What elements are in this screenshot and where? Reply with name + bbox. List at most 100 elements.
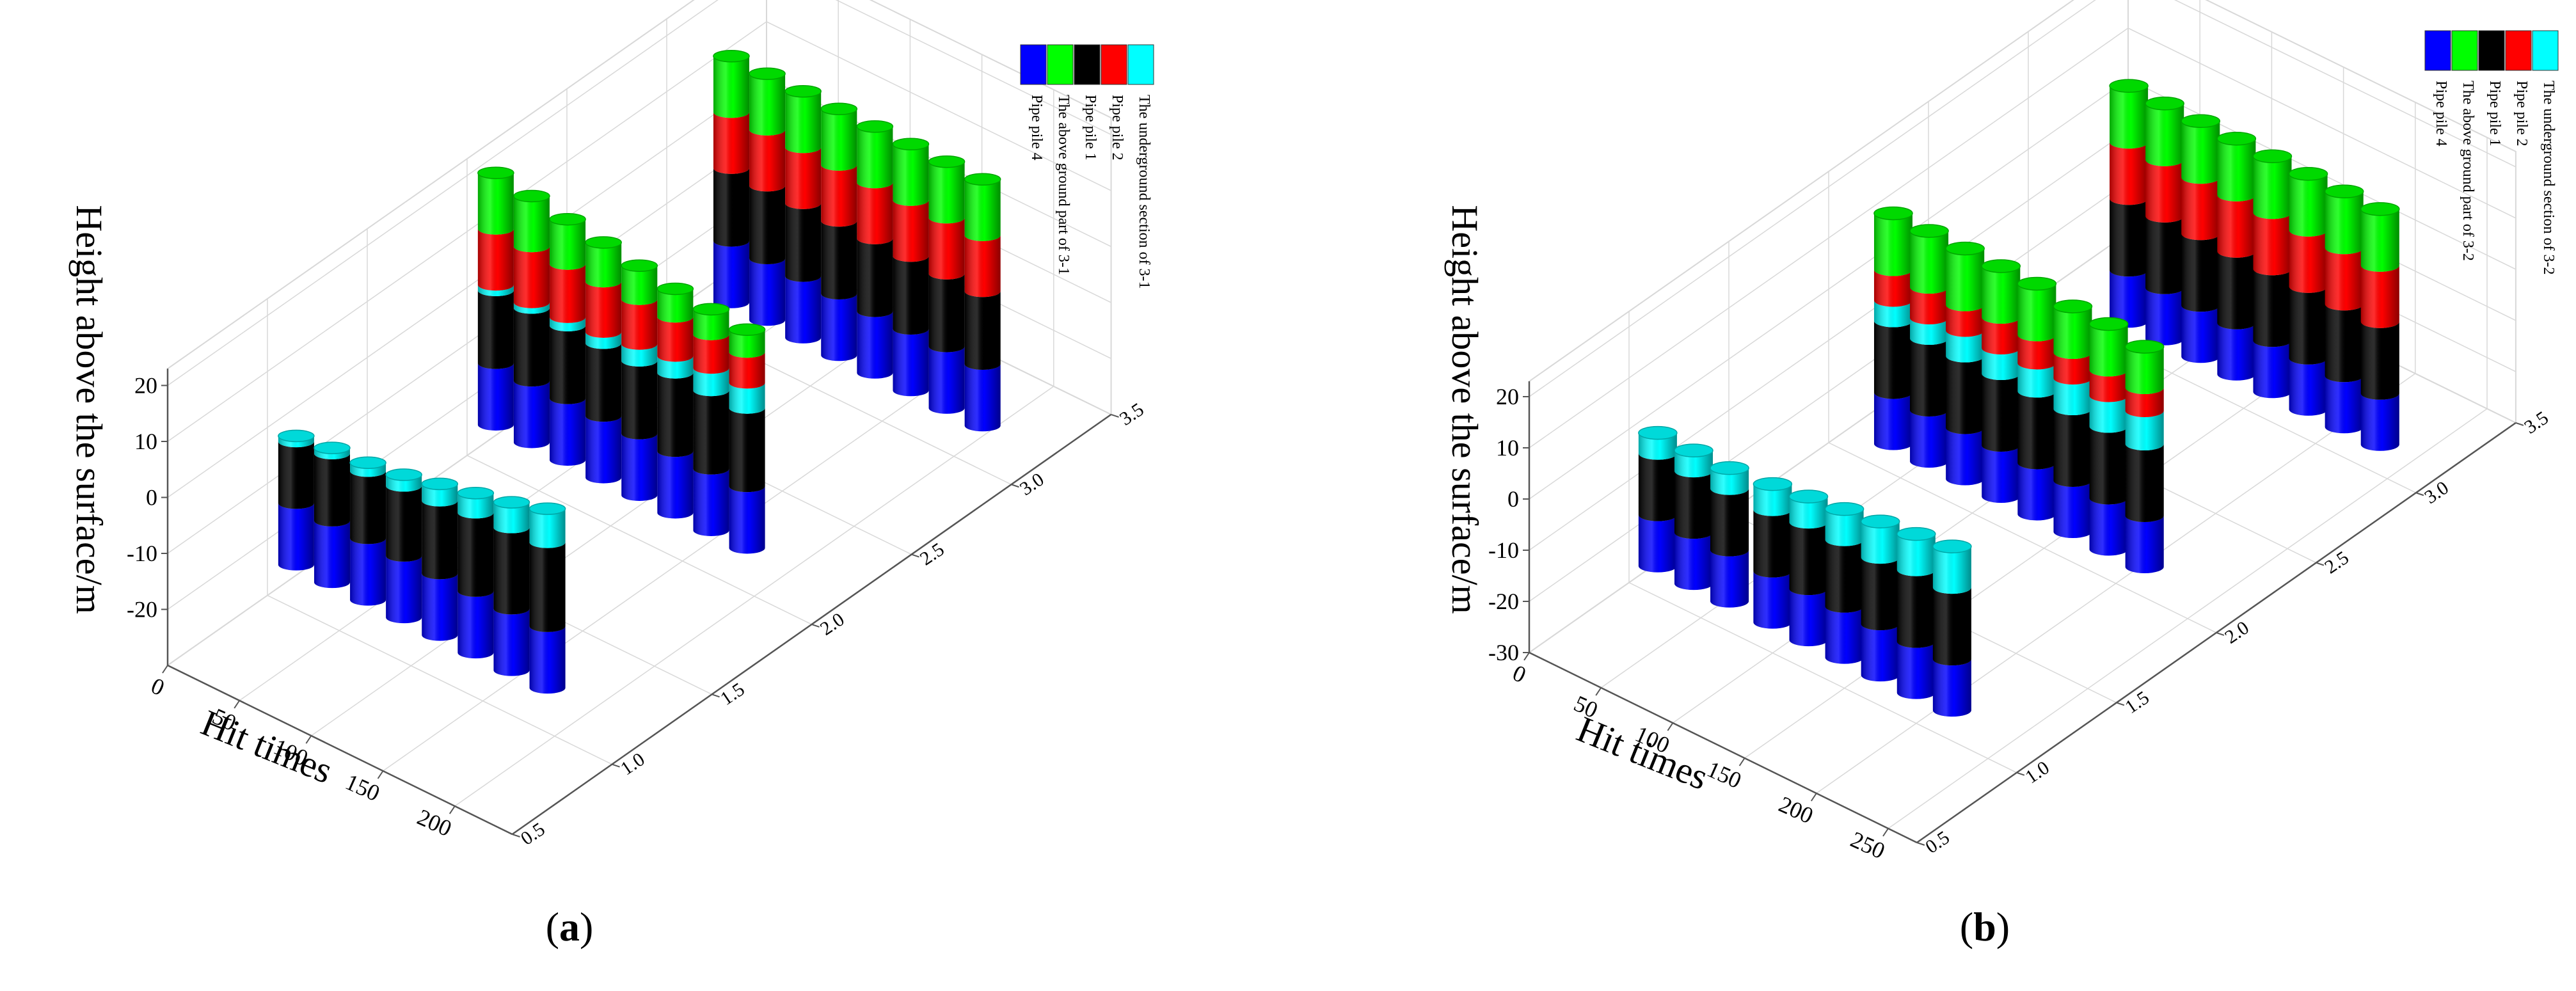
pile-segment-shading [2110, 198, 2149, 277]
z-tick-label: 3.5 [2520, 407, 2552, 438]
legend-swatch [2451, 30, 2478, 71]
pile-segment-shading [2089, 324, 2128, 377]
pile-column [1932, 539, 1972, 717]
pile-segment-shading [1825, 539, 1864, 613]
pile-segment-shading [1932, 659, 1971, 717]
pile-segment-shading [1946, 356, 1985, 434]
panel-label-open-paren: ( [546, 904, 559, 949]
legend-label: Pipe pile 4 [2433, 81, 2449, 147]
pile-segment-shading [1982, 373, 2021, 452]
legend-swatch [1020, 44, 1047, 85]
pile-top-cap [2324, 184, 2364, 198]
pile-segment-shading [477, 363, 514, 431]
pile-column [621, 259, 658, 501]
pile-column [314, 441, 351, 589]
pile-segment-shading [729, 329, 765, 358]
pile-column [1674, 443, 1713, 591]
pile-segment-shading [693, 468, 729, 536]
pile-segment-shading [693, 309, 729, 340]
pile-column [2109, 79, 2149, 328]
pile-column [1710, 461, 1749, 608]
pile-segment-shading [493, 527, 530, 615]
x-tick [162, 665, 168, 674]
pile-segment-shading [529, 509, 566, 548]
pile-top-cap [2053, 299, 2093, 313]
pile-segment-shading [857, 182, 893, 244]
pile-segment-shading [2360, 265, 2399, 328]
y-tick-label: 0 [1507, 486, 1519, 512]
pile-top-cap [513, 189, 550, 203]
pile-segment-shading [1982, 317, 2021, 354]
z-gridline [466, 159, 812, 625]
z-gridline [267, 298, 612, 765]
x-tick-label: 250 [1847, 827, 1889, 864]
pile-column [713, 50, 750, 308]
pile-column [1873, 206, 1913, 450]
pile-top-cap [892, 138, 930, 150]
pile-column [2088, 317, 2129, 556]
pile-segment-shading [1825, 606, 1864, 664]
pile-segment-shading [785, 203, 822, 282]
pile-top-cap [2124, 340, 2165, 354]
pile-segment-shading [1638, 432, 1677, 460]
pile-segment-shading [2325, 376, 2364, 434]
pile-segment-shading [1946, 248, 1985, 312]
pile-segment-shading [857, 311, 893, 379]
pile-top-cap [477, 166, 514, 179]
pile-segment-shading [513, 302, 550, 314]
pile-segment-shading [821, 221, 857, 299]
pile-segment-shading [749, 129, 786, 192]
y-axis-title: Height above the surface/m [1444, 205, 1486, 614]
pile-top-cap [784, 85, 822, 98]
legend-label: Pipe pile 4 [1028, 95, 1045, 161]
pile-top-cap [656, 282, 694, 296]
pile-segment-shading [1674, 471, 1713, 539]
pile-column [728, 323, 766, 554]
pile-segment-shading [513, 308, 550, 387]
pile-segment-shading [1946, 427, 1985, 486]
pile-segment-shading [2289, 230, 2328, 293]
pile-segment-shading [2181, 234, 2220, 312]
pile-top-cap [2360, 202, 2400, 216]
pile-segment-shading [821, 109, 857, 171]
pile-segment-shading [928, 161, 965, 224]
pile-segment-shading [2110, 86, 2149, 149]
pile-top-cap [1945, 241, 1985, 256]
pile-top-cap [278, 429, 315, 443]
pile-segment-shading [2289, 286, 2328, 365]
legend-swatch [2505, 30, 2532, 71]
legend-label: Pipe pile 1 [2486, 81, 2503, 147]
pile-segment-shading [621, 266, 658, 305]
pile-segment-shading [493, 608, 530, 676]
pile-segment-shading [2181, 177, 2220, 241]
pile-segment-shading [1873, 213, 1912, 276]
legend-label: Pipe pile 1 [1082, 95, 1099, 161]
pile-top-cap [820, 102, 858, 115]
pile-segment-shading [1674, 532, 1713, 591]
pile-column [1981, 259, 2021, 503]
pile-column [964, 173, 1001, 432]
pile-top-cap [2109, 79, 2149, 93]
pile-segment-shading [2253, 269, 2292, 347]
legend-label: Pipe pile 2 [2513, 81, 2530, 147]
pile-segment-shading [457, 512, 494, 597]
pile-top-cap [621, 259, 658, 272]
pile-column [1945, 241, 1985, 486]
pile-segment-shading [2017, 335, 2056, 370]
panel-label-letter: b [1973, 904, 1996, 949]
pile-column [749, 67, 786, 326]
legend-swatch [2424, 30, 2451, 71]
pile-segment-shading [422, 573, 458, 641]
pile-segment-shading [928, 273, 965, 353]
legend-label: Pipe pile 2 [1109, 95, 1125, 161]
pile-top-cap [1981, 259, 2021, 273]
pile-segment-shading [513, 246, 550, 308]
pile-segment-shading [2325, 248, 2364, 311]
pile-segment-shading [1753, 509, 1792, 578]
pile-segment-shading [1873, 300, 1912, 328]
pile-segment-shading [2110, 142, 2149, 205]
pile-segment-shading [550, 325, 586, 404]
pile-segment-shading [749, 258, 786, 326]
legend-label: The underground section of 3-2 [2540, 81, 2557, 274]
